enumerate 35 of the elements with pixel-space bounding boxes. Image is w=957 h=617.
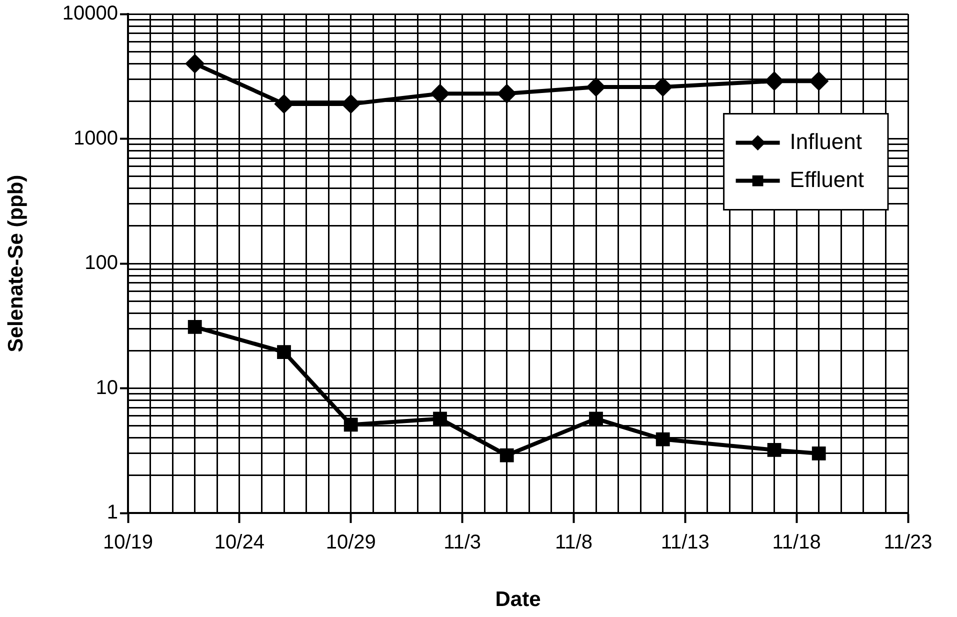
- x-tick-label: 10/29: [326, 532, 376, 554]
- point: [587, 78, 605, 96]
- x-axis-title: Date: [495, 588, 541, 612]
- point: [342, 94, 360, 113]
- point: [656, 432, 670, 446]
- point: [500, 448, 514, 462]
- point: [765, 72, 784, 90]
- y-tick-label: 100: [84, 252, 118, 274]
- point: [344, 418, 358, 432]
- legend-label: Influent: [790, 128, 862, 154]
- y-tick-label: 10000: [62, 2, 118, 25]
- point: [589, 412, 603, 426]
- point: [767, 443, 782, 457]
- x-tick-label: 11/23: [884, 532, 932, 554]
- y-tick-label: 1000: [74, 127, 118, 150]
- y-tick-label: 1: [106, 502, 118, 524]
- x-tick-label: 11/18: [772, 532, 821, 554]
- point: [431, 84, 449, 103]
- x-tick-label: 11/13: [660, 532, 710, 554]
- point: [654, 78, 672, 96]
- x-tick-label: 10/19: [102, 532, 154, 554]
- point: [186, 54, 204, 73]
- point: [188, 320, 202, 334]
- y-axis-title: Selenate-Se (ppb): [4, 174, 28, 352]
- point: [433, 412, 447, 426]
- point: [275, 94, 293, 113]
- point: [277, 345, 291, 360]
- x-tick-label: 11/8: [554, 532, 592, 554]
- x-tick-label: 10/24: [214, 532, 264, 554]
- point: [812, 446, 826, 460]
- legend-label: Effluent: [790, 166, 864, 192]
- point: [810, 72, 828, 90]
- x-tick-label: 11/3: [444, 532, 482, 554]
- point: [498, 84, 516, 103]
- y-tick-label: 10: [96, 376, 118, 399]
